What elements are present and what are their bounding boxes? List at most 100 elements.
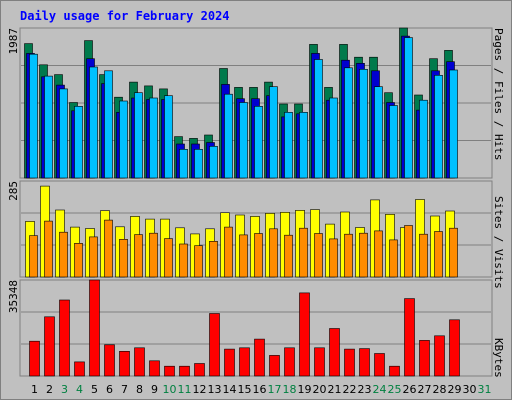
pages-bar bbox=[239, 102, 248, 179]
sites-bar bbox=[104, 219, 113, 278]
day-label: 8 bbox=[136, 383, 143, 396]
sites-bar bbox=[194, 245, 203, 278]
sites-bar bbox=[239, 234, 248, 278]
pages-legend-label: Pages bbox=[492, 28, 505, 61]
sites-bar bbox=[119, 239, 128, 278]
kbytes-bar bbox=[404, 298, 415, 377]
sites-bar bbox=[74, 243, 83, 278]
kbytes-bar bbox=[314, 347, 325, 377]
pages-bar bbox=[449, 69, 458, 179]
pages-bar bbox=[434, 75, 443, 179]
kbytes-bar bbox=[419, 340, 430, 377]
pages-bar bbox=[209, 146, 218, 179]
sites-bar bbox=[359, 232, 368, 278]
pages-bar bbox=[149, 97, 158, 179]
pages-bar bbox=[269, 86, 278, 179]
pages-bar bbox=[254, 106, 263, 179]
pages-bar bbox=[344, 67, 353, 179]
hits-side-label: Pages / Files / Hits bbox=[492, 28, 505, 161]
day-label: 27 bbox=[418, 383, 432, 396]
day-label: 31 bbox=[478, 383, 492, 396]
kbytes-bar bbox=[284, 347, 295, 377]
kbytes-bar bbox=[434, 335, 445, 377]
kbytes-bar bbox=[209, 313, 220, 377]
pages-bar bbox=[299, 112, 308, 179]
day-label: 9 bbox=[151, 383, 158, 396]
sites-bar bbox=[149, 232, 158, 278]
day-label: 10 bbox=[163, 383, 177, 396]
day-axis: 1 2 3 4 5 6 7 8 9 10 11 12 13 14 15 16 17 18 19 20 21 22 23 24 2… bbox=[31, 383, 492, 396]
kbytes-bar bbox=[389, 365, 400, 377]
day-label: 19 bbox=[298, 383, 312, 396]
hits-legend-label: Hits bbox=[492, 134, 505, 161]
sites-bar bbox=[224, 226, 233, 278]
hits-max-label: 1987 bbox=[7, 28, 20, 55]
kbytes-bar bbox=[59, 299, 70, 377]
sites-bar bbox=[44, 220, 53, 278]
kbytes-bar bbox=[344, 348, 355, 377]
pages-bar bbox=[224, 93, 233, 179]
pages-bar bbox=[134, 92, 143, 179]
day-label: 23 bbox=[358, 383, 372, 396]
sites-bar bbox=[59, 231, 68, 278]
day-label: 6 bbox=[106, 383, 113, 396]
sites-bar bbox=[314, 233, 323, 278]
kbytes-bar bbox=[104, 344, 115, 377]
sites-bar bbox=[179, 243, 188, 278]
kbytes-bar bbox=[329, 328, 340, 377]
day-label: 29 bbox=[448, 383, 462, 396]
pages-bar bbox=[314, 59, 323, 179]
day-label: 15 bbox=[238, 383, 252, 396]
kbytes-bar bbox=[269, 355, 280, 377]
kbytes-bar bbox=[179, 365, 190, 377]
sites-bar bbox=[299, 227, 308, 278]
pages-bar bbox=[164, 95, 173, 179]
day-label: 17 bbox=[268, 383, 282, 396]
pages-bar bbox=[74, 106, 83, 179]
pages-bar bbox=[389, 105, 398, 179]
chart-title: Daily usage for February 2024 bbox=[20, 9, 230, 23]
sites-bar bbox=[89, 236, 98, 278]
sites-bar bbox=[269, 228, 278, 278]
day-label: 24 bbox=[373, 383, 387, 396]
visits-max-label: 285 bbox=[7, 181, 20, 201]
kbytes-bar bbox=[374, 353, 385, 377]
day-label: 5 bbox=[91, 383, 98, 396]
pages-bar bbox=[119, 100, 128, 179]
kbytes-bar bbox=[119, 350, 130, 377]
kbytes-bar bbox=[74, 361, 85, 377]
kbytes-bar bbox=[29, 340, 40, 377]
sites-bar bbox=[344, 233, 353, 278]
day-label: 21 bbox=[328, 383, 342, 396]
kbytes-bar bbox=[449, 319, 460, 377]
pages-bar bbox=[194, 149, 203, 179]
kbytes-bar bbox=[299, 292, 310, 377]
day-label: 14 bbox=[223, 383, 237, 396]
day-label: 7 bbox=[121, 383, 128, 396]
kbytes-bar bbox=[149, 360, 160, 377]
day-label: 26 bbox=[403, 383, 417, 396]
sites-bar bbox=[419, 233, 428, 278]
pages-bar bbox=[89, 66, 98, 179]
pages-bar bbox=[29, 53, 38, 179]
kbytes-bar bbox=[44, 316, 55, 377]
pages-bar bbox=[329, 97, 338, 179]
day-label: 2 bbox=[46, 383, 53, 396]
sites-bar bbox=[134, 234, 143, 278]
visits-sites-panel: 285 Sites / Visits bbox=[7, 180, 505, 289]
day-label: 4 bbox=[76, 383, 83, 396]
sites-legend-label: Sites bbox=[492, 196, 505, 229]
kbytes-max-label: 35348 bbox=[7, 280, 20, 313]
kbytes-bar bbox=[89, 279, 100, 377]
day-label: 1 bbox=[31, 383, 38, 396]
pages-bar bbox=[284, 112, 293, 179]
kbytes-bar bbox=[254, 338, 265, 377]
day-label: 22 bbox=[343, 383, 357, 396]
sites-bar bbox=[209, 241, 218, 278]
legend-separator: / bbox=[492, 229, 505, 249]
sites-bar bbox=[404, 225, 413, 278]
pages-bar bbox=[359, 69, 368, 179]
sites-bar bbox=[434, 231, 443, 278]
visits-legend-label: Visits bbox=[492, 249, 505, 289]
